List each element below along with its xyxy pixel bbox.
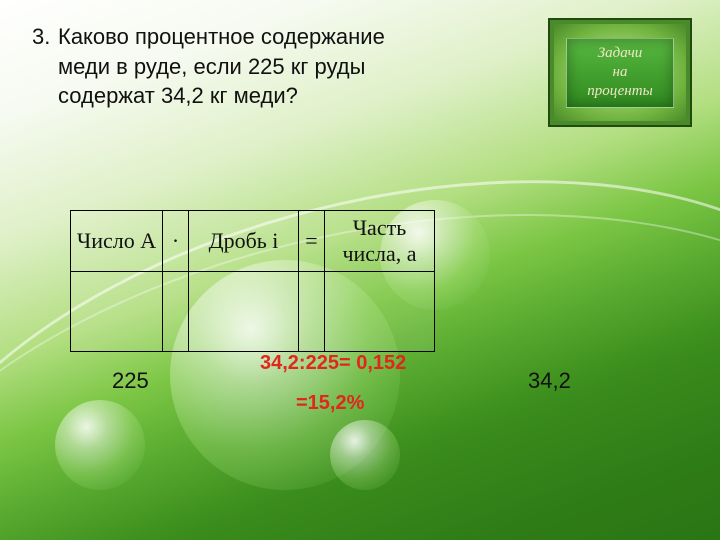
th-number-a: Число А	[71, 211, 163, 272]
td-1	[71, 272, 163, 352]
td-4	[299, 272, 325, 352]
formula-table: Число А · Дробь i = Часть числа, а	[70, 210, 435, 352]
table-header-row: Число А · Дробь i = Часть числа, а	[71, 211, 435, 272]
calc-line-1: 34,2:225= 0,152	[260, 352, 406, 375]
table-data-row	[71, 272, 435, 352]
value-225: 225	[112, 368, 149, 394]
badge-line-1: Задачи	[598, 44, 642, 63]
topic-badge: Задачи на проценты	[550, 20, 690, 125]
th-equals: =	[299, 211, 325, 272]
value-34-2: 34,2	[528, 368, 571, 394]
badge-line-3: проценты	[587, 82, 652, 101]
question-text: Каково процентное содержание меди в руде…	[58, 24, 385, 108]
topic-badge-inner: Задачи на проценты	[566, 38, 674, 108]
th-part: Часть числа, а	[325, 211, 435, 272]
th-dot: ·	[163, 211, 189, 272]
question-block: 3. Каково процентное содержание меди в р…	[58, 22, 438, 111]
td-5	[325, 272, 435, 352]
question-number: 3.	[32, 22, 50, 52]
td-2	[163, 272, 189, 352]
badge-line-2: на	[613, 63, 628, 82]
td-3	[189, 272, 299, 352]
bubble-small-1	[55, 400, 145, 490]
th-fraction: Дробь i	[189, 211, 299, 272]
calc-line-2: =15,2%	[296, 392, 364, 415]
bubble-small-2	[330, 420, 400, 490]
